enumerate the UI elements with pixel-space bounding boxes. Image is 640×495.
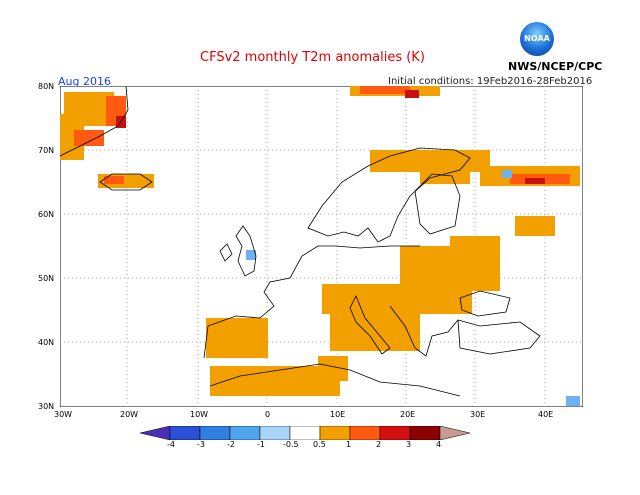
cold-anomalies [246,170,580,406]
lat-label-30n: 30N [38,402,55,411]
colorbar-cell-0 [140,426,171,440]
coastlines [60,86,541,397]
colorbar-label-8: 3 [406,440,412,449]
logo-text: NOAA [524,34,550,43]
colorbar-label-6: 1 [346,440,352,449]
lat-label-80n: 80N [38,82,55,91]
colorbar-cell-3 [229,426,261,440]
forecast-month: Aug 2016 [58,75,111,88]
colorbar-label-2: -2 [227,440,235,449]
noaa-logo: NOAA [520,22,554,56]
lon-label-30e: 30E [470,410,486,419]
lat-label-50n: 50N [38,274,55,283]
lat-label-70n: 70N [38,146,55,155]
colorbar-label-1: -3 [197,440,205,449]
very-hot-anomalies [116,90,545,184]
colorbar-cell-7 [349,426,381,440]
lat-label-40n: 40N [38,338,55,347]
colorbar [140,426,471,440]
colorbar-cell-9 [409,426,441,440]
colorbar-label-3: -1 [257,440,265,449]
anomaly-map [60,86,583,407]
colorbar-cell-10 [439,426,471,440]
colorbar-label-5: 0.5 [313,440,326,449]
lon-label-30w: 30W [54,410,73,419]
lon-label-20w: 20W [120,410,139,419]
colorbar-cell-6 [319,426,351,440]
initial-conditions: Initial conditions: 19Feb2016-28Feb2016 [388,76,593,87]
colorbar-label-4: -0.5 [283,440,299,449]
colorbar-cell-2 [199,426,231,440]
lat-label-60n: 60N [38,210,55,219]
colorbar-cell-5 [289,426,321,440]
colorbar-cell-8 [379,426,411,440]
lon-label-0: 0 [265,410,271,419]
colorbar-label-0: -4 [167,440,175,449]
lon-label-40e: 40E [538,410,554,419]
map-title: CFSv2 monthly T2m anomalies (K) [200,50,425,65]
colorbar-cell-4 [259,426,291,440]
lon-label-10e: 10E [330,410,346,419]
lon-label-20e: 20E [400,410,416,419]
lon-label-10w: 10W [190,410,209,419]
colorbar-cell-1 [169,426,201,440]
colorbar-label-9: 4 [436,440,442,449]
colorbar-label-7: 2 [376,440,382,449]
credit-label: NWS/NCEP/CPC [508,60,603,73]
